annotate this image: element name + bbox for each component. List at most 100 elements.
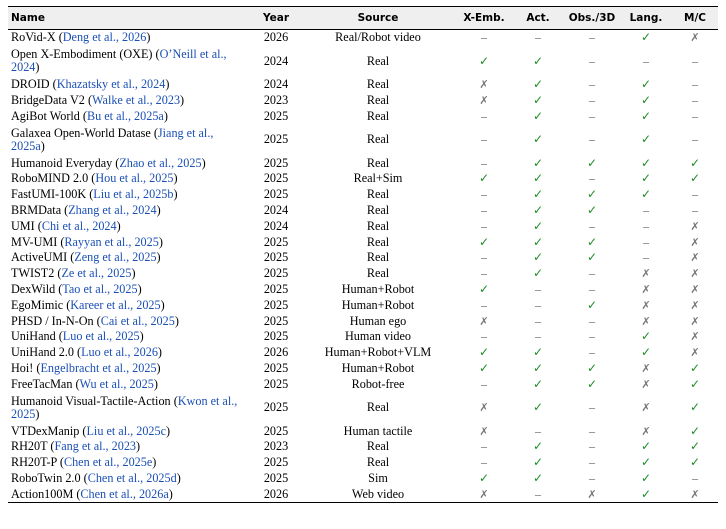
check-mark-icon-lang: ✓ [620, 455, 672, 471]
table-row: ActiveUMI (Zeng et al., 2025) 2025 Real – ✓ ✓… [8, 250, 718, 266]
dash-mark-xemb: – [456, 329, 512, 345]
cross-mark-icon-mc: ✗ [672, 282, 718, 298]
citation-link[interactable]: Jiang et al., 2025a [11, 125, 214, 153]
cross-icon: ✗ [690, 267, 700, 281]
check-icon: ✓ [532, 187, 544, 202]
dash-mark-act: – [512, 329, 564, 345]
citation-link[interactable]: Luo et al., 2025 [62, 329, 140, 344]
check-mark-icon-lang: ✓ [620, 155, 672, 171]
dash-icon: – [535, 486, 541, 501]
dataset-name: Hoi! [11, 360, 34, 375]
dash-mark-xemb: – [456, 218, 512, 234]
cross-mark-icon-mc: ✗ [672, 218, 718, 234]
citation-link[interactable]: Chi et al., 2024 [41, 218, 117, 233]
dash-icon: – [589, 171, 595, 186]
dataset-name-cell: Humanoid Visual-Tactile-Action (Kwon et … [11, 393, 238, 421]
citation-link[interactable]: Zeng et al., 2025 [74, 250, 157, 265]
citation-link[interactable]: O’Neill et al., 2024 [11, 47, 227, 75]
check-mark-icon-mc: ✓ [672, 423, 718, 439]
check-mark-icon-act: ✓ [512, 46, 564, 77]
citation-link[interactable]: Rayyan et al., 2025 [64, 234, 159, 249]
citation-link[interactable]: Bu et al., 2025a [86, 108, 164, 123]
dash-icon: – [589, 329, 595, 344]
citation-link[interactable]: Zhang et al., 2024 [68, 202, 157, 217]
check-icon: ✓ [532, 455, 544, 470]
citation-link[interactable]: Liu et al., 2025c [86, 423, 167, 438]
source-cell: Real [366, 439, 390, 454]
dataset-name-cell: UniHand (Luo et al., 2025) [11, 329, 144, 344]
dash-mark-obs: – [564, 93, 620, 109]
year-cell: 2025 [263, 400, 289, 415]
table-row: AgiBot World (Bu et al., 2025a) 2025 Real –… [8, 108, 718, 124]
year-cell: 2025 [263, 266, 289, 281]
year-cell: 2025 [263, 360, 289, 375]
year-cell: 2025 [263, 329, 289, 344]
source-cell: Human tactile [343, 423, 413, 438]
citation-link[interactable]: Engelbracht et al., 2025 [40, 360, 157, 375]
year-cell: 2025 [263, 155, 289, 170]
check-icon: ✓ [532, 108, 544, 123]
dash-mark-xemb: – [456, 376, 512, 392]
check-mark-icon-lang: ✓ [620, 439, 672, 455]
dash-mark-lang: – [620, 250, 672, 266]
citation-link[interactable]: Tao et al., 2025 [62, 281, 138, 296]
dash-icon: – [692, 132, 698, 147]
citation-link[interactable]: Luo et al., 2026 [81, 345, 158, 360]
dash-icon: – [535, 423, 541, 438]
dash-icon: – [481, 329, 487, 344]
check-icon: ✓ [532, 400, 544, 415]
dataset-name: EgoMimic [11, 297, 64, 312]
dash-icon: – [643, 202, 649, 217]
citation-link[interactable]: Deng et al., 2026 [62, 30, 147, 45]
cross-mark-icon-mc: ✗ [672, 30, 718, 46]
citation-link[interactable]: Chen et al., 2026a [80, 486, 169, 501]
check-icon: ✓ [640, 470, 652, 485]
citation-link[interactable]: Kwon et al., 2025 [11, 393, 238, 421]
dash-mark-obs: – [564, 282, 620, 298]
table-row: FastUMI-100K (Liu et al., 2025b) 2025 Real… [8, 187, 718, 203]
source-cell: Real [366, 132, 390, 147]
cross-icon: ✗ [641, 282, 651, 296]
cross-mark-icon-mc: ✗ [672, 266, 718, 282]
cross-icon: ✗ [690, 346, 700, 360]
citation-link[interactable]: Chen et al., 2025e [63, 455, 153, 470]
dataset-name: ActiveUMI [11, 250, 68, 265]
citation-link[interactable]: Hou et al., 2025 [95, 171, 174, 186]
citation-link[interactable]: Walke et al., 2023 [92, 92, 181, 107]
citation-link[interactable]: Wu et al., 2025 [79, 376, 154, 391]
citation-link[interactable]: Fang et al., 2023 [54, 439, 137, 454]
source-cell: Real [366, 234, 390, 249]
check-mark-icon-lang: ✓ [620, 30, 672, 46]
year-cell: 2025 [263, 470, 289, 485]
citation-link[interactable]: Khazatsky et al., 2024 [56, 77, 166, 92]
check-mark-icon-act: ✓ [512, 266, 564, 282]
cross-icon: ✗ [690, 31, 700, 45]
cross-mark-icon-mc: ✗ [672, 329, 718, 345]
dataset-name-cell: DROID (Khazatsky et al., 2024) [11, 77, 170, 92]
cross-mark-icon-mc: ✗ [672, 234, 718, 250]
check-icon: ✓ [586, 360, 598, 375]
dash-icon: – [535, 329, 541, 344]
citation-link[interactable]: Ze et al., 2025 [61, 266, 132, 281]
table-row: Action100M (Chen et al., 2026a) 2026 Web v… [8, 486, 718, 504]
year-cell: 2023 [263, 439, 289, 454]
table-row: BridgeData V2 (Walke et al., 2023) 2023 Re… [8, 93, 718, 109]
citation-link[interactable]: Kareer et al., 2025 [70, 297, 161, 312]
year-cell: 2025 [263, 132, 289, 147]
citation-link[interactable]: Cai et al., 2025 [100, 313, 175, 328]
citation-link[interactable]: Zhao et al., 2025 [119, 155, 202, 170]
dash-mark-xemb: – [456, 30, 512, 46]
check-icon: ✓ [532, 171, 544, 186]
citation-link[interactable]: Chen et al., 2025d [87, 470, 177, 485]
dash-mark-mc: – [672, 93, 718, 109]
check-icon: ✓ [586, 376, 598, 391]
cross-icon: ✗ [690, 314, 700, 328]
column-header-mc: M/C [684, 12, 706, 24]
cross-icon: ✗ [690, 251, 700, 265]
table-row: BRMData (Zhang et al., 2024) 2024 Real – ✓ ✓ –… [8, 203, 718, 219]
cross-icon: ✗ [641, 314, 651, 328]
year-cell: 2026 [263, 345, 289, 360]
dataset-name: PHSD / In-N-On [11, 313, 94, 328]
dataset-name: RoVid-X [11, 30, 56, 45]
citation-link[interactable]: Liu et al., 2025b [93, 187, 174, 202]
